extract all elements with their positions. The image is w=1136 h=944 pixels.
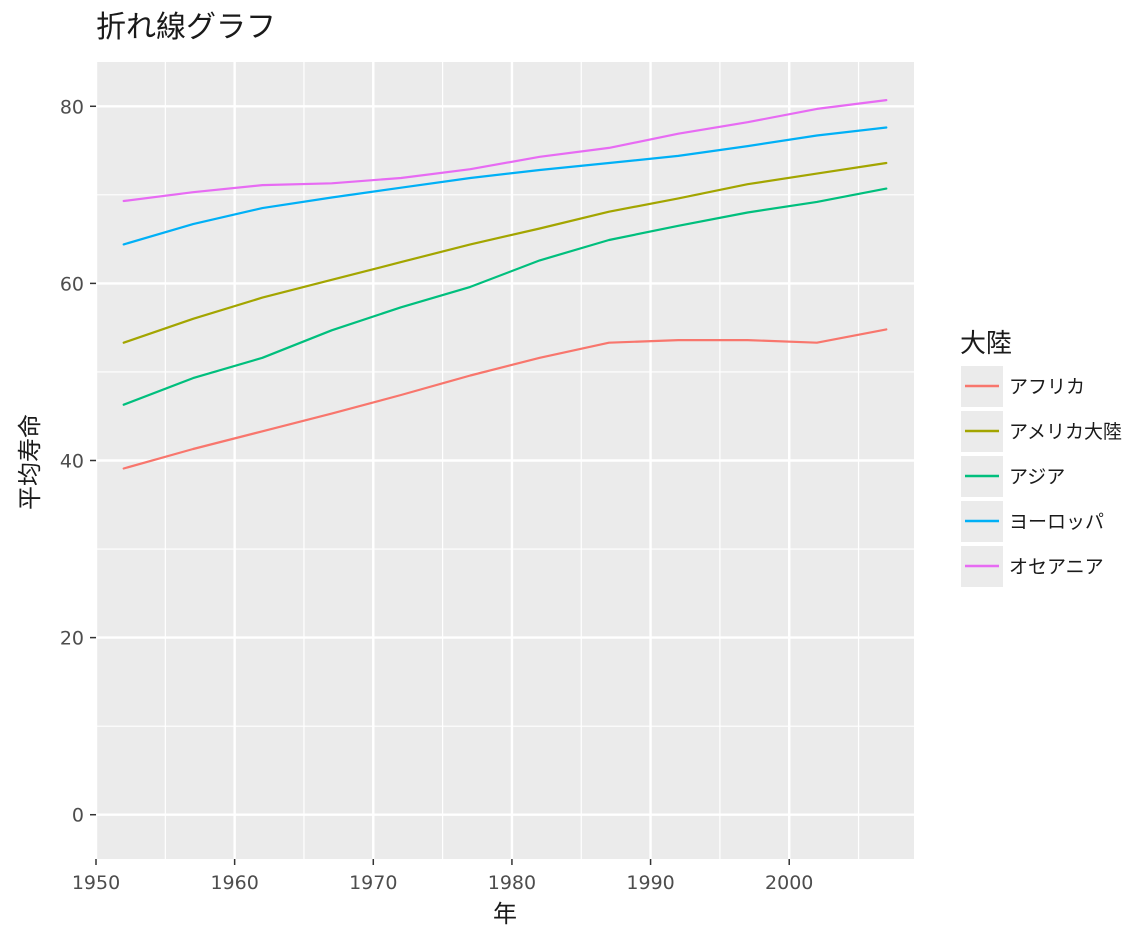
- legend-title: 大陸: [960, 329, 1012, 359]
- series-line: [122, 187, 888, 406]
- series-line: [122, 98, 888, 203]
- legend-label: アフリカ: [1009, 376, 1085, 398]
- x-tick-label: 1990: [626, 872, 674, 894]
- y-tick-label: 60: [60, 273, 84, 295]
- legend-label: ヨーロッパ: [1009, 511, 1104, 533]
- x-tick-label: 1970: [349, 872, 397, 894]
- series-line: [122, 126, 888, 246]
- legend-label: オセアニア: [1009, 556, 1104, 578]
- x-axis: 1950 1960 1970 1980 1990 2000: [72, 859, 813, 894]
- y-tick-label: 80: [60, 96, 84, 118]
- legend-label: アメリカ大陸: [1009, 421, 1122, 443]
- legend-label: アジア: [1009, 466, 1065, 488]
- y-axis: 0 20 40 60 80: [60, 96, 96, 827]
- y-tick-label: 0: [72, 805, 84, 827]
- x-tick-label: 1950: [72, 872, 120, 894]
- series-line: [122, 328, 888, 470]
- x-tick-label: 1980: [488, 872, 536, 894]
- series-line: [122, 161, 888, 344]
- y-tick-label: 40: [60, 451, 84, 473]
- y-tick-label: 20: [60, 628, 84, 650]
- major-grid: [94, 62, 914, 859]
- x-axis-title: 年: [493, 900, 517, 928]
- series-lines: [122, 98, 888, 470]
- y-axis-title: 平均寿命: [16, 414, 44, 510]
- x-tick-label: 2000: [765, 872, 813, 894]
- x-tick-label: 1960: [210, 872, 258, 894]
- chart-title: 折れ線グラフ: [96, 10, 276, 45]
